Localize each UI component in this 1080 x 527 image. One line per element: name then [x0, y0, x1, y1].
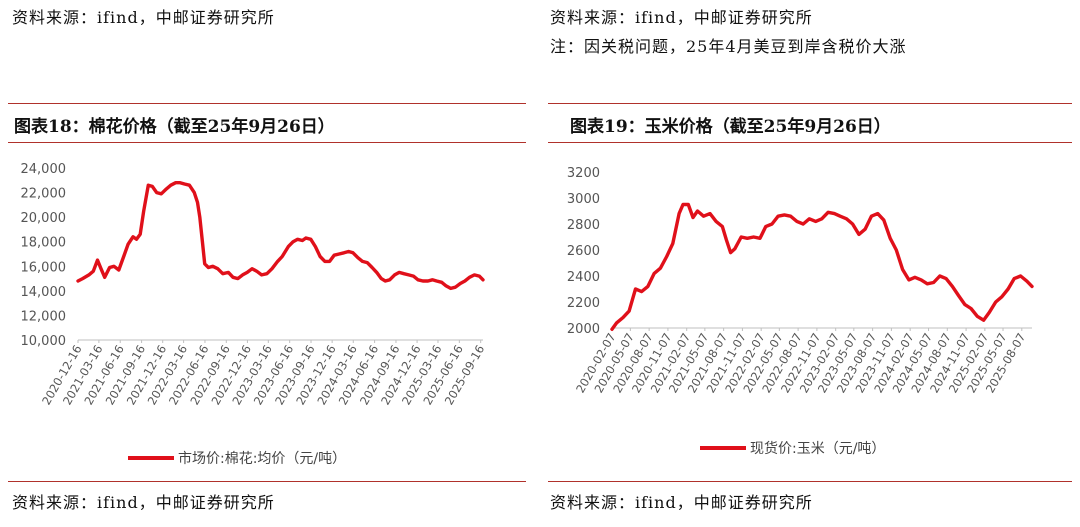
left-top-rule [8, 103, 526, 104]
corn-chart-title: 图表19：玉米价格（截至25年9月26日） [570, 117, 891, 137]
cotton-y-tick-label: 18,000 [21, 236, 67, 251]
corn-y-tick-label: 2200 [567, 296, 600, 311]
cotton-y-tick-label: 20,000 [21, 211, 67, 226]
corn-series-line [610, 202, 1034, 332]
right-title-rule [548, 142, 1072, 143]
cotton-price-chart: 10,000 12,000 14,000 16,000 18,000 20,000 22,0… [21, 162, 488, 407]
corn-y-tick-label: 2600 [567, 244, 600, 259]
cotton-legend-label: 市场价:棉花:均价（元/吨） [178, 451, 347, 467]
cotton-y-tick-label: 14,000 [21, 285, 67, 300]
corn-y-tick-label: 3200 [567, 166, 600, 181]
cotton-y-tick-label: 22,000 [21, 187, 67, 202]
corn-y-tick-label: 2400 [567, 270, 600, 285]
bottom-left-source: 资料来源：ifind，中邮证券研究所 [12, 493, 275, 512]
left-bottom-rule [8, 481, 526, 482]
right-top-rule [548, 103, 1072, 104]
cotton-legend: 市场价:棉花:均价（元/吨） [128, 448, 346, 468]
top-right-note: 注：因关税问题，25年4月美豆到岸含税价大涨 [550, 37, 907, 56]
cotton-legend-swatch [128, 456, 174, 460]
top-right-source: 资料来源：ifind，中邮证券研究所 [550, 8, 813, 27]
cotton-y-tick-label: 10,000 [21, 334, 67, 349]
corn-y-tick-label: 2800 [567, 218, 600, 233]
top-left-source: 资料来源：ifind，中邮证券研究所 [12, 8, 275, 27]
corn-legend-label: 现货价:玉米（元/吨） [750, 441, 886, 457]
corn-y-tick-label: 2000 [567, 322, 600, 337]
cotton-y-tick-label: 12,000 [21, 309, 67, 324]
cotton-y-tick-label: 16,000 [21, 260, 67, 275]
cotton-series-line [76, 181, 485, 291]
cotton-y-tick-label: 24,000 [21, 162, 67, 177]
bottom-right-source: 资料来源：ifind，中邮证券研究所 [550, 493, 813, 512]
corn-y-tick-label: 3000 [567, 192, 600, 207]
left-title-rule [8, 142, 526, 143]
corn-legend-swatch [700, 446, 746, 450]
right-bottom-rule [548, 481, 1072, 482]
cotton-chart-title: 图表18：棉花价格（截至25年9月26日） [14, 117, 335, 137]
corn-price-chart: 20002200240026002800300032002020-02-0720… [567, 166, 1034, 395]
corn-legend: 现货价:玉米（元/吨） [700, 438, 885, 458]
